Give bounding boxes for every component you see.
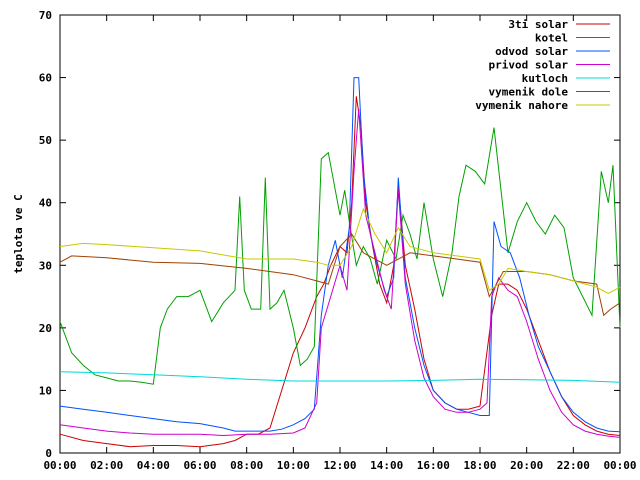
y-tick-label: 30	[39, 259, 52, 272]
x-tick-label: 04:00	[137, 459, 170, 472]
x-tick-label: 00:00	[603, 459, 636, 472]
y-tick-label: 40	[39, 197, 52, 210]
series-line-5	[59, 233, 621, 317]
y-axis-label: teplota ve C	[12, 194, 25, 273]
y-tick-label: 50	[39, 134, 52, 147]
x-tick-label: 16:00	[417, 459, 450, 472]
series-line-0	[59, 96, 621, 448]
legend-label: kutloch	[522, 72, 568, 85]
x-tick-label: 02:00	[90, 459, 123, 472]
y-tick-label: 10	[39, 384, 52, 397]
x-tick-label: 22:00	[557, 459, 590, 472]
series-line-6	[59, 207, 621, 294]
x-axis: 00:00 02:00 04:00 06:00 08:00 10:00 12:00 14:00…	[43, 15, 637, 472]
legend-label: odvod solar	[495, 45, 568, 58]
x-tick-label: 00:00	[43, 459, 76, 472]
legend-label: vymenik dole	[489, 86, 569, 99]
series-line-1	[59, 127, 621, 385]
legend-label: privod solar	[489, 59, 569, 72]
legend-label: 3ti solar	[508, 18, 568, 31]
x-tick-label: 06:00	[183, 459, 216, 472]
y-tick-label: 60	[39, 72, 52, 85]
legend-label: vymenik nahore	[475, 99, 568, 112]
series-line-2	[59, 77, 621, 433]
y-tick-label: 70	[39, 9, 52, 22]
x-tick-label: 20:00	[510, 459, 543, 472]
legend-label: kotel	[535, 32, 568, 45]
series-lines	[59, 77, 621, 448]
x-tick-label: 18:00	[463, 459, 496, 472]
y-tick-label: 0	[45, 447, 52, 460]
x-tick-label: 10:00	[277, 459, 310, 472]
series-line-4	[59, 371, 621, 383]
series-line-3	[59, 108, 621, 438]
x-tick-label: 08:00	[230, 459, 263, 472]
x-tick-label: 14:00	[370, 459, 403, 472]
x-tick-label: 12:00	[323, 459, 356, 472]
y-tick-label: 20	[39, 322, 52, 335]
